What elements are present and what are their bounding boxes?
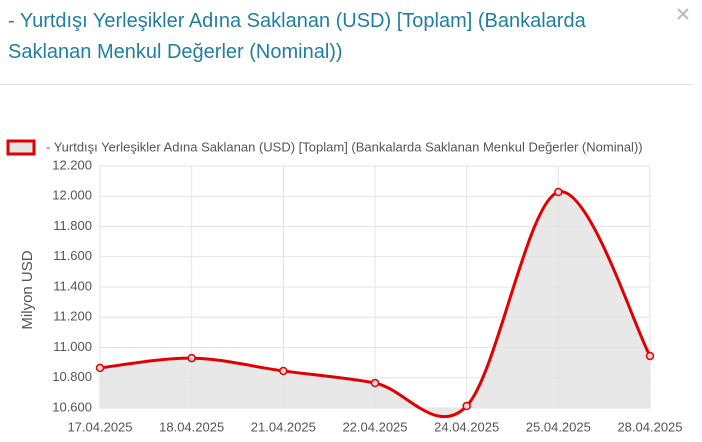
y-tick-label: 11.000 bbox=[53, 339, 92, 354]
y-axis-label: Milyon USD bbox=[19, 250, 36, 329]
legend-label: - Yurtdışı Yerleşikler Adına Saklanan (U… bbox=[46, 139, 643, 154]
y-tick-label: 10.600 bbox=[52, 399, 92, 414]
point bbox=[645, 351, 655, 361]
point bbox=[95, 363, 105, 373]
y-tick-label: 10.800 bbox=[52, 369, 92, 384]
y-tick-label: 12.000 bbox=[52, 188, 92, 203]
x-tick-label: 21.04.2025 bbox=[251, 419, 316, 434]
chart-title: - Yurtdışı Yerleşikler Adına Saklanan (U… bbox=[8, 10, 586, 63]
point bbox=[462, 401, 471, 411]
x-tick-label: 22.04.2025 bbox=[342, 419, 407, 434]
x-tick-label: 25.04.2025 bbox=[526, 419, 591, 434]
y-tick-label: 11.800 bbox=[53, 218, 92, 233]
x-tick-label: 17.04.2025 bbox=[67, 419, 132, 434]
point bbox=[279, 366, 288, 376]
area bbox=[100, 191, 650, 417]
y-tick-label: 11.600 bbox=[53, 248, 92, 263]
close-button[interactable] bbox=[677, 8, 689, 20]
x-tick-label: 18.04.2025 bbox=[159, 419, 224, 434]
y-tick-label: 11.200 bbox=[53, 309, 92, 324]
y-tick-label: 12.200 bbox=[52, 157, 92, 172]
x-tick-label: 24.04.2025 bbox=[434, 419, 499, 434]
point bbox=[370, 378, 380, 388]
line bbox=[99, 190, 652, 419]
y-tick-label: 11.400 bbox=[53, 278, 92, 293]
legend-swatch bbox=[6, 139, 36, 156]
point bbox=[187, 353, 196, 363]
legend: - Yurtdışı Yerleşikler Adına Saklanan (U… bbox=[6, 139, 643, 156]
x-tick-label: 28.04.2025 bbox=[617, 419, 682, 434]
separator bbox=[0, 84, 694, 85]
point bbox=[554, 187, 563, 197]
